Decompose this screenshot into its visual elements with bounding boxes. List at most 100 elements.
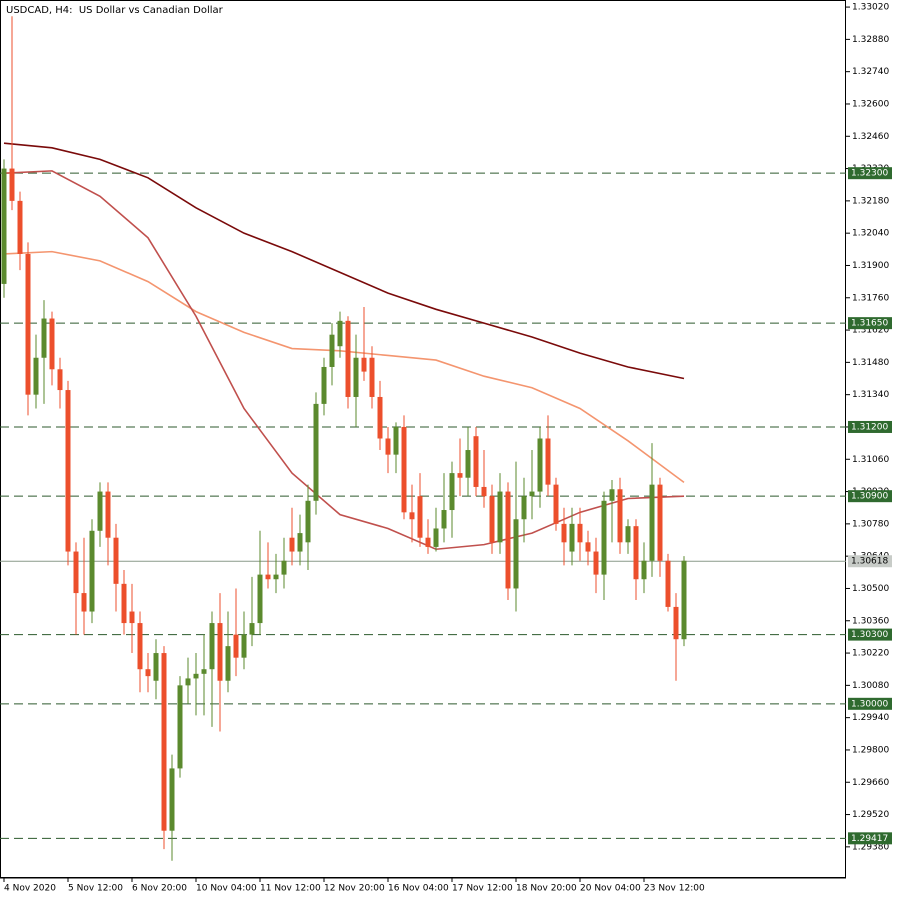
candle-body bbox=[513, 519, 519, 589]
level-label: 1.31200 bbox=[851, 422, 888, 432]
candle-body bbox=[281, 560, 287, 575]
level-label: 1.30000 bbox=[851, 699, 888, 709]
candle-body bbox=[41, 318, 47, 358]
candle-body bbox=[313, 403, 319, 501]
y-tick-label: 1.32460 bbox=[852, 132, 889, 142]
y-tick-label: 1.31900 bbox=[852, 261, 889, 271]
y-tick-label: 1.32880 bbox=[852, 35, 889, 45]
level-box bbox=[848, 167, 892, 180]
candle-body bbox=[9, 168, 15, 201]
y-tick-label: 1.32600 bbox=[852, 99, 889, 109]
candle-body bbox=[473, 436, 479, 487]
candle-body bbox=[433, 528, 439, 547]
candle-body bbox=[369, 357, 375, 397]
y-tick-label: 1.30220 bbox=[852, 649, 889, 659]
candle-body bbox=[217, 623, 223, 681]
candle-body bbox=[593, 551, 599, 575]
candle-body bbox=[121, 583, 127, 624]
x-tick-label: 11 Nov 12:00 bbox=[260, 884, 321, 894]
candle-body bbox=[129, 611, 135, 624]
candle-body bbox=[337, 320, 343, 347]
candle-body bbox=[537, 438, 543, 492]
candle-body bbox=[577, 523, 583, 543]
candle-body bbox=[401, 426, 407, 513]
candle-body bbox=[25, 253, 31, 395]
candle-body bbox=[225, 646, 231, 681]
candle-body bbox=[89, 530, 95, 612]
y-tick-label: 1.30360 bbox=[852, 616, 889, 626]
candle-body bbox=[73, 551, 79, 594]
y-tick-label: 1.33020 bbox=[852, 3, 889, 13]
y-tick-label: 1.30080 bbox=[852, 681, 889, 691]
chart-title: USDCAD, H4: US Dollar vs Canadian Dollar bbox=[6, 5, 224, 16]
x-tick-label: 5 Nov 12:00 bbox=[68, 884, 123, 894]
x-tick-label: 18 Nov 20:00 bbox=[516, 884, 577, 894]
plot-frame bbox=[0, 0, 846, 878]
candle-body bbox=[33, 357, 39, 395]
candle-body bbox=[489, 496, 495, 543]
y-tick-label: 1.32040 bbox=[852, 229, 889, 239]
candle-body bbox=[585, 542, 591, 552]
candle-body bbox=[457, 473, 463, 478]
level-box bbox=[848, 490, 892, 503]
level-label: 1.30300 bbox=[851, 630, 888, 640]
candle-body bbox=[161, 653, 167, 831]
candle-body bbox=[665, 560, 671, 607]
x-tick-label: 16 Nov 04:00 bbox=[388, 884, 449, 894]
candle-body bbox=[385, 438, 391, 455]
candle-body bbox=[233, 634, 239, 658]
y-tick-label: 1.31620 bbox=[852, 326, 889, 336]
candle-body bbox=[57, 369, 63, 391]
candle-body bbox=[193, 673, 199, 679]
candle-body bbox=[649, 484, 655, 561]
candle-body bbox=[657, 484, 663, 561]
x-tick-label: 4 Nov 2020 bbox=[4, 884, 56, 894]
y-tick-label: 1.32180 bbox=[852, 196, 889, 206]
candle-body bbox=[529, 491, 535, 497]
y-tick-label: 1.29520 bbox=[852, 810, 889, 820]
candle-body bbox=[297, 533, 303, 552]
candle-body bbox=[185, 678, 191, 686]
candle-body bbox=[409, 512, 415, 520]
current-price-box bbox=[848, 555, 892, 568]
x-tick-label: 10 Nov 04:00 bbox=[196, 884, 257, 894]
candle-body bbox=[553, 484, 559, 524]
candle-body bbox=[241, 634, 247, 658]
candle-body bbox=[393, 426, 399, 455]
x-tick-label: 12 Nov 20:00 bbox=[324, 884, 385, 894]
candle-body bbox=[449, 473, 455, 511]
candle-body bbox=[329, 334, 335, 367]
candle-body bbox=[521, 496, 527, 520]
candle-body bbox=[289, 537, 295, 552]
candle-body bbox=[617, 489, 623, 543]
moving-average bbox=[3, 142, 685, 380]
candle-body bbox=[609, 489, 615, 501]
level-label: 1.31650 bbox=[851, 319, 888, 329]
candle-body bbox=[169, 768, 175, 831]
candle-body bbox=[257, 574, 263, 624]
candle-body bbox=[633, 526, 639, 580]
candle-body bbox=[353, 357, 359, 397]
level-label: 1.29417 bbox=[851, 834, 888, 844]
candle-body bbox=[249, 623, 255, 635]
candle-body bbox=[17, 200, 23, 254]
candle-body bbox=[65, 390, 71, 552]
x-tick-label: 20 Nov 04:00 bbox=[580, 884, 641, 894]
candle-body bbox=[49, 318, 55, 370]
candle-body bbox=[81, 593, 87, 612]
level-box bbox=[848, 317, 892, 330]
current-price-label: 1.30618 bbox=[851, 557, 888, 567]
candle-body bbox=[569, 523, 575, 552]
candle-body bbox=[105, 491, 111, 538]
candle-body bbox=[497, 491, 503, 543]
candle-body bbox=[137, 623, 143, 670]
x-tick-label: 23 Nov 12:00 bbox=[644, 884, 705, 894]
candle-body bbox=[265, 574, 271, 580]
candle-body bbox=[153, 653, 159, 681]
y-tick-label: 1.29380 bbox=[852, 842, 889, 852]
candle-body bbox=[305, 500, 311, 543]
candle-body bbox=[481, 486, 487, 497]
candle-body bbox=[441, 510, 447, 529]
candle-body bbox=[545, 438, 551, 485]
level-box bbox=[848, 832, 892, 845]
